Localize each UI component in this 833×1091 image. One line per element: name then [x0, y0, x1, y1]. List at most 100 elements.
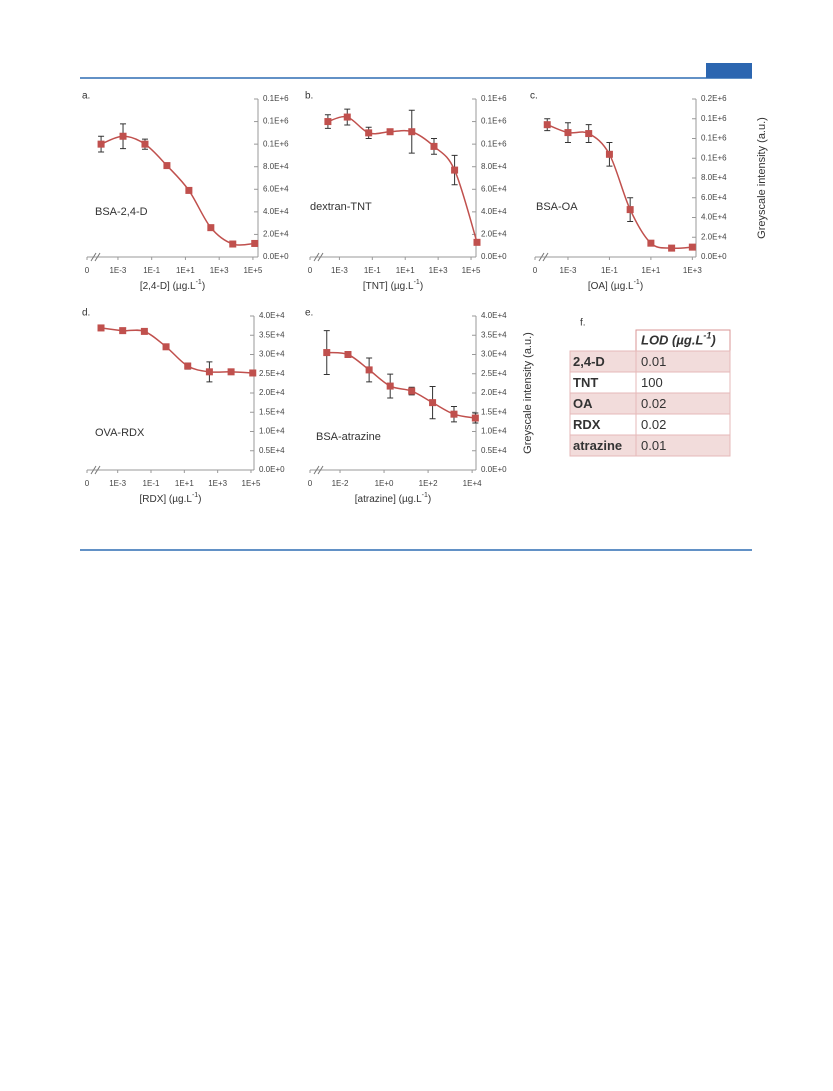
x-axis-label: [2,4-D] (µg.L-1) [140, 279, 205, 292]
data-point [564, 129, 572, 137]
y-tick-label: 8.0E+4 [481, 162, 507, 171]
data-point [184, 362, 192, 370]
table-cell: 0.01 [641, 438, 666, 453]
x-tick-label: 1E+3 [683, 266, 702, 275]
y-tick-label: 3.0E+4 [481, 350, 507, 359]
series-label: dextran-TNT [310, 201, 372, 213]
data-point [323, 349, 331, 357]
y-tick-label: 0.1E+6 [263, 94, 289, 103]
series-label: BSA-atrazine [316, 431, 381, 443]
y-tick-label: 0.1E+6 [263, 139, 289, 148]
x-tick-label: 1E-3 [109, 479, 126, 488]
y-tick-label: 0.1E+6 [263, 117, 289, 126]
x-tick-label: 0 [308, 266, 313, 275]
axis-break [90, 465, 101, 475]
y-tick-label: 0.1E+6 [701, 114, 727, 123]
y-tick-label: 0.1E+6 [481, 117, 507, 126]
y-tick-label: 2.0E+4 [481, 230, 507, 239]
data-point [605, 150, 613, 158]
data-point [227, 368, 235, 376]
x-tick-label: 1E+5 [242, 479, 261, 488]
x-tick-label: 1E+1 [175, 479, 194, 488]
y-tick-label: 4.0E+4 [481, 311, 507, 320]
x-tick-label: 1E+5 [243, 266, 262, 275]
y-axis-label: Greyscale intensity (a.u.) [522, 332, 534, 454]
data-point [473, 238, 481, 246]
panel-label: d. [82, 308, 90, 319]
table-cell: 0.02 [641, 417, 666, 432]
data-point [343, 113, 351, 121]
data-point [626, 206, 634, 214]
axis-break [90, 252, 101, 262]
y-tick-label: 3.0E+4 [259, 350, 285, 359]
x-tick-label: 1E+3 [208, 479, 227, 488]
data-point [585, 130, 593, 138]
table-header-sup: -1 [703, 331, 711, 341]
axis-break [313, 465, 324, 475]
data-point [430, 142, 438, 150]
x-tick-label: 1E-3 [331, 266, 348, 275]
fit-curve [546, 123, 693, 250]
data-point [141, 140, 149, 148]
data-point [229, 240, 237, 248]
axis-break [538, 252, 549, 262]
data-point [119, 132, 127, 140]
y-tick-label: 1.0E+4 [259, 427, 285, 436]
x-tick-label: 1E-1 [364, 266, 381, 275]
y-tick-label: 0.0E+0 [701, 252, 727, 261]
data-point [97, 140, 105, 148]
data-point [688, 243, 696, 251]
table-row [569, 434, 731, 457]
y-tick-label: 3.5E+4 [481, 330, 507, 339]
y-tick-label: 2.0E+4 [259, 388, 285, 397]
panel-label: e. [305, 308, 313, 319]
table-row-label: OA [573, 396, 593, 411]
table-header: LOD (µg.L-1) [641, 331, 716, 348]
data-point [647, 239, 655, 247]
y-tick-label: 8.0E+4 [701, 173, 727, 182]
y-tick-label: 0.0E+0 [481, 465, 507, 474]
x-tick-label: 1E+4 [463, 479, 482, 488]
table-header-text: LOD (µg.L [641, 333, 703, 348]
x-axis-label: [RDX] (µg.L-1) [139, 492, 201, 505]
x-tick-label: 1E+3 [210, 266, 229, 275]
data-point [450, 410, 458, 418]
y-tick-label: 2.5E+4 [481, 369, 507, 378]
data-point [386, 382, 394, 390]
x-axis-label-end: ) [428, 494, 431, 505]
data-point [185, 186, 193, 194]
data-point [543, 121, 551, 129]
y-tick-label: 1.5E+4 [481, 407, 507, 416]
y-tick-label: 2.0E+4 [263, 230, 289, 239]
y-tick-label: 1.0E+4 [481, 427, 507, 436]
fit-curve [100, 135, 255, 246]
x-axis-label: [atrazine] (µg.L-1) [355, 492, 431, 505]
x-tick-label: 0 [85, 266, 90, 275]
x-axis-label-sup: -1 [422, 492, 428, 499]
y-tick-label: 8.0E+4 [263, 162, 289, 171]
data-point [451, 166, 459, 174]
data-point [163, 162, 171, 170]
data-point [324, 118, 332, 126]
y-tick-label: 2.0E+4 [481, 388, 507, 397]
fit-curve [100, 327, 253, 374]
x-axis-label-end: ) [420, 281, 423, 292]
y-tick-label: 0.5E+4 [259, 446, 285, 455]
data-point [251, 239, 259, 247]
data-point [668, 244, 676, 252]
x-axis-label: [OA] (µg.L-1) [588, 279, 643, 292]
data-point [162, 343, 170, 351]
x-tick-label: 1E+3 [429, 266, 448, 275]
data-point [119, 327, 127, 335]
x-tick-label: 1E-3 [109, 266, 126, 275]
x-axis-label-sup: -1 [196, 279, 202, 286]
x-tick-label: 0 [308, 479, 313, 488]
x-tick-label: 1E-1 [143, 266, 160, 275]
x-axis-label-text: [atrazine] (µg.L [355, 494, 422, 505]
data-point [140, 327, 148, 335]
x-tick-label: 1E+1 [641, 266, 660, 275]
x-tick-label: 1E-3 [560, 266, 577, 275]
table-cell: 100 [641, 375, 663, 390]
table-header-end: ) [709, 333, 715, 348]
